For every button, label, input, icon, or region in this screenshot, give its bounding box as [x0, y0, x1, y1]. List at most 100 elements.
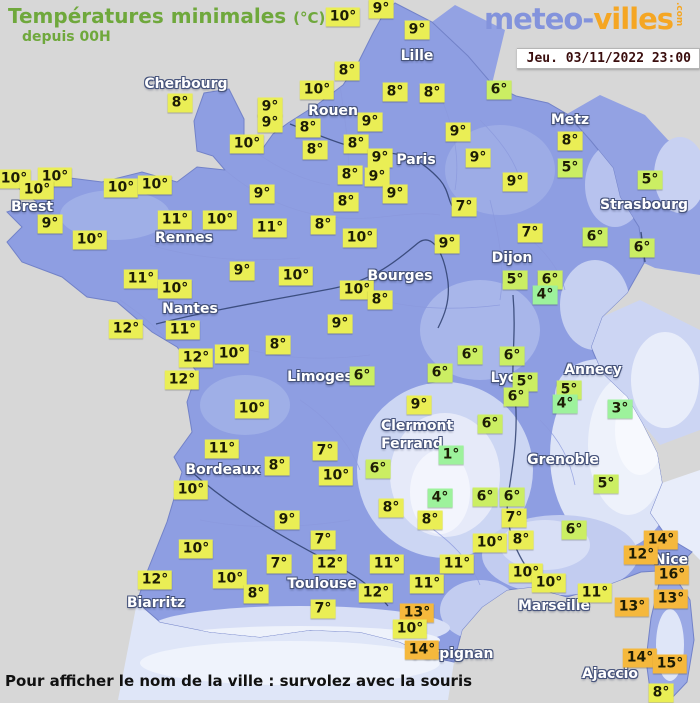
temp-badge[interactable]: 12°: [108, 319, 144, 339]
temp-badge[interactable]: 12°: [358, 583, 394, 603]
temp-badge[interactable]: 10°: [234, 399, 270, 419]
temp-badge[interactable]: 6°: [486, 80, 512, 100]
temp-badge[interactable]: 10°: [299, 80, 335, 100]
temp-badge[interactable]: 8°: [337, 165, 363, 185]
temp-badge[interactable]: 9°: [364, 167, 390, 187]
temp-badge[interactable]: 9°: [257, 113, 283, 133]
temp-badge[interactable]: 14°: [643, 530, 679, 550]
temp-badge[interactable]: 10°: [173, 480, 209, 500]
temp-badge[interactable]: 5°: [512, 372, 538, 392]
temp-badge[interactable]: 12°: [623, 545, 659, 565]
temp-badge[interactable]: 10°: [72, 230, 108, 250]
temp-badge[interactable]: 5°: [637, 170, 663, 190]
temp-badge[interactable]: 6°: [499, 346, 525, 366]
temp-badge[interactable]: 6°: [629, 238, 655, 258]
temp-badge[interactable]: 10°: [103, 178, 139, 198]
temp-badge[interactable]: 8°: [417, 510, 443, 530]
temp-badge[interactable]: 6°: [582, 227, 608, 247]
temp-badge[interactable]: 9°: [357, 112, 383, 132]
temp-badge[interactable]: 8°: [378, 498, 404, 518]
temp-badge[interactable]: 5°: [502, 270, 528, 290]
temp-badge[interactable]: 6°: [561, 520, 587, 540]
temp-badge[interactable]: 12°: [178, 348, 214, 368]
temp-badge[interactable]: 8°: [343, 134, 369, 154]
meteo-villes-logo[interactable]: meteo-villes.com: [484, 2, 684, 36]
temp-badge[interactable]: 5°: [557, 158, 583, 178]
temp-badge[interactable]: 10°: [325, 7, 361, 27]
temp-badge[interactable]: 9°: [406, 395, 432, 415]
temp-badge[interactable]: 11°: [204, 439, 240, 459]
temp-badge[interactable]: 8°: [334, 61, 360, 81]
temp-badge[interactable]: 6°: [477, 414, 503, 434]
temp-badge[interactable]: 9°: [327, 314, 353, 334]
temp-badge[interactable]: 6°: [349, 366, 375, 386]
temp-badge[interactable]: 12°: [312, 554, 348, 574]
temp-badge[interactable]: 16°: [654, 565, 690, 585]
temp-badge[interactable]: 10°: [137, 175, 173, 195]
temp-badge[interactable]: 9°: [434, 234, 460, 254]
temp-badge[interactable]: 8°: [557, 131, 583, 151]
temp-badge[interactable]: 10°: [212, 569, 248, 589]
temp-badge[interactable]: 10°: [157, 279, 193, 299]
temp-badge[interactable]: 8°: [295, 118, 321, 138]
temp-badge[interactable]: 8°: [265, 335, 291, 355]
temp-badge[interactable]: 9°: [404, 20, 430, 40]
temp-badge[interactable]: 12°: [137, 570, 173, 590]
temp-badge[interactable]: 9°: [229, 261, 255, 281]
temp-badge[interactable]: 11°: [369, 554, 405, 574]
temp-badge[interactable]: 9°: [37, 214, 63, 234]
temp-badge[interactable]: 6°: [503, 387, 529, 407]
temp-badge[interactable]: 10°: [214, 344, 250, 364]
temp-badge[interactable]: 6°: [537, 270, 563, 290]
temp-badge[interactable]: 13°: [399, 603, 435, 623]
temp-badge[interactable]: 10°: [392, 619, 428, 639]
temp-badge[interactable]: 6°: [472, 487, 498, 507]
temp-badge[interactable]: 6°: [499, 487, 525, 507]
temp-badge[interactable]: 8°: [302, 140, 328, 160]
temp-badge[interactable]: 11°: [577, 583, 613, 603]
temp-badge[interactable]: 4°: [427, 488, 453, 508]
temp-badge[interactable]: 8°: [648, 683, 674, 703]
temp-badge[interactable]: 1°: [438, 445, 464, 465]
temp-badge[interactable]: 9°: [368, 0, 394, 19]
temp-badge[interactable]: 14°: [404, 640, 440, 660]
temp-badge[interactable]: 13°: [653, 589, 689, 609]
temp-badge[interactable]: 9°: [257, 97, 283, 117]
temp-badge[interactable]: 4°: [552, 394, 578, 414]
temp-badge[interactable]: 9°: [249, 184, 275, 204]
temp-badge[interactable]: 9°: [274, 510, 300, 530]
temp-badge[interactable]: 15°: [652, 654, 688, 674]
temp-badge[interactable]: 6°: [365, 459, 391, 479]
temp-badge[interactable]: 11°: [165, 320, 201, 340]
temp-badge[interactable]: 9°: [382, 184, 408, 204]
temp-badge[interactable]: 10°: [342, 228, 378, 248]
temp-badge[interactable]: 8°: [333, 192, 359, 212]
temp-badge[interactable]: 11°: [123, 269, 159, 289]
temp-badge[interactable]: 8°: [367, 290, 393, 310]
temp-badge[interactable]: 11°: [409, 574, 445, 594]
temp-badge[interactable]: 7°: [517, 223, 543, 243]
temp-badge[interactable]: 10°: [531, 573, 567, 593]
temp-badge[interactable]: 4°: [532, 285, 558, 305]
temp-badge[interactable]: 12°: [164, 370, 200, 390]
temp-badge[interactable]: 6°: [457, 345, 483, 365]
temp-badge[interactable]: 9°: [502, 172, 528, 192]
temp-badge[interactable]: 7°: [451, 197, 477, 217]
temp-badge[interactable]: 5°: [593, 474, 619, 494]
temp-badge[interactable]: 11°: [252, 218, 288, 238]
temp-badge[interactable]: 10°: [278, 266, 314, 286]
temp-badge[interactable]: 7°: [310, 599, 336, 619]
temp-badge[interactable]: 10°: [178, 539, 214, 559]
temp-badge[interactable]: 8°: [310, 215, 336, 235]
temp-badge[interactable]: 6°: [427, 363, 453, 383]
temp-badge[interactable]: 8°: [264, 456, 290, 476]
temp-badge[interactable]: 10°: [19, 180, 55, 200]
temp-badge[interactable]: 8°: [419, 83, 445, 103]
temp-badge[interactable]: 10°: [339, 280, 375, 300]
temp-badge[interactable]: 8°: [167, 93, 193, 113]
temp-badge[interactable]: 8°: [243, 584, 269, 604]
temp-badge[interactable]: 7°: [266, 554, 292, 574]
temp-badge[interactable]: 11°: [157, 210, 193, 230]
temp-badge[interactable]: 9°: [465, 148, 491, 168]
temp-badge[interactable]: 3°: [607, 399, 633, 419]
